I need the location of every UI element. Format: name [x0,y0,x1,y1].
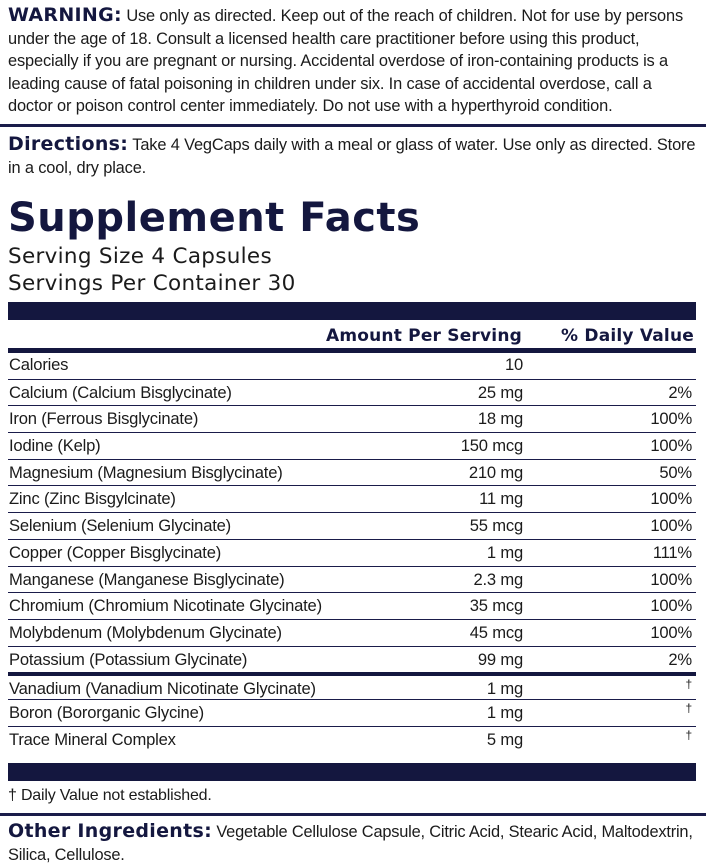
nutrient-daily-value: 100% [650,622,692,642]
nutrient-name: Vanadium (Vanadium Nicotinate Glycinate) [9,679,316,699]
facts-footer-bar [8,763,696,781]
other-ingredients-label: Other Ingredients: [8,820,212,842]
warning-section: WARNING: Use only as directed. Keep out … [8,4,700,118]
directions-section: Directions: Take 4 VegCaps daily with a … [8,133,700,179]
nutrient-daily-value: † [685,700,693,715]
divider-rule [0,124,706,127]
nutrient-daily-value: 2% [668,382,692,402]
directions-text: Take 4 VegCaps daily with a meal or glas… [8,136,696,177]
divider-rule [0,813,706,816]
warning-text: Use only as directed. Keep out of the re… [8,7,683,116]
nutrient-daily-value: 100% [650,569,692,589]
nutrient-amount: 1 mg [486,679,523,699]
nutrient-name: Copper (Copper Bisglycinate) [9,542,222,562]
nutrient-daily-value: 100% [650,489,692,509]
nutrient-daily-value: 100% [650,596,692,616]
table-row: Calcium (Calcium Bisglycinate) 25 mg 2% [8,378,696,406]
facts-header-bar [8,302,696,320]
nutrient-amount: 45 mcg [469,622,523,642]
nutrient-amount: 35 mcg [469,596,523,616]
serving-size: Serving Size 4 Capsules [8,244,272,269]
nutrient-daily-value: 100% [650,516,692,536]
nutrient-amount: 1 mg [486,542,523,562]
nutrient-amount: 5 mg [486,729,523,749]
facts-rows: Calories 10 Calcium (Calcium Bisglycinate)… [8,352,696,752]
nutrient-amount: 1 mg [486,702,523,722]
nutrient-name: Boron (Bororganic Glycine) [9,702,204,722]
table-row: Magnesium (Magnesium Bisglycinate) 210 mg… [8,458,696,486]
nutrient-amount: 99 mg [477,649,523,669]
table-row: Molybdenum (Molybdenum Glycinate) 45 mcg 1… [8,618,696,646]
nutrient-amount: 150 mcg [460,436,523,456]
nutrient-amount: 11 mg [479,489,523,509]
daily-value-footnote: † Daily Value not established. [8,787,212,804]
table-row: Boron (Bororganic Glycine) 1 mg † [8,698,696,726]
nutrient-amount: 55 mcg [469,516,523,536]
nutrient-daily-value: 100% [650,409,692,429]
table-row: Trace Mineral Complex 5 mg † [8,725,696,753]
nutrient-name: Calcium (Calcium Bisglycinate) [9,382,232,402]
nutrient-name: Iron (Ferrous Bisglycinate) [9,409,199,429]
table-row: Copper (Copper Bisglycinate) 1 mg 111% [8,538,696,566]
daily-value-header: % Daily Value [561,326,694,346]
nutrient-daily-value: 50% [659,462,692,482]
other-ingredients-text: Vegetable Cellulose Capsule, Citric Acid… [8,823,693,864]
nutrient-name: Calories [9,355,69,374]
servings-per-container: Servings Per Container 30 [8,271,296,296]
other-ingredients-section: Other Ingredients: Vegetable Cellulose C… [8,820,702,866]
nutrient-name: Molybdenum (Molybdenum Glycinate) [9,622,282,642]
nutrient-name: Magnesium (Magnesium Bisglycinate) [9,462,283,482]
nutrient-name: Manganese (Manganese Bisglycinate) [9,569,285,589]
table-row: Potassium (Potassium Glycinate) 99 mg 2% [8,645,696,673]
nutrient-name: Iodine (Kelp) [9,436,101,456]
nutrient-name: Chromium (Chromium Nicotinate Glycinate) [9,596,322,616]
table-row: Manganese (Manganese Bisglycinate) 2.3 mg… [8,565,696,593]
table-row: Selenium (Selenium Glycinate) 55 mcg 100% [8,512,696,539]
nutrient-amount: 10 [504,355,523,374]
nutrient-name: Potassium (Potassium Glycinate) [9,649,248,669]
nutrient-daily-value: 111% [652,542,692,562]
nutrient-name: Trace Mineral Complex [9,729,176,749]
directions-label: Directions: [8,133,129,155]
table-row: Iron (Ferrous Bisglycinate) 18 mg 100% [8,405,696,432]
supplement-facts-title: Supplement Facts [8,195,421,241]
amount-per-serving-header: Amount Per Serving [325,326,522,346]
nutrient-daily-value: 2% [668,649,692,669]
table-row: Iodine (Kelp) 150 mcg 100% [8,432,696,459]
table-row: Zinc (Zinc Bisgylcinate) 11 mg 100% [8,485,696,512]
nutrient-name: Zinc (Zinc Bisgylcinate) [9,489,176,509]
nutrient-daily-value: † [685,727,693,742]
table-row: Chromium (Chromium Nicotinate Glycinate)… [8,592,696,619]
nutrient-name: Selenium (Selenium Glycinate) [9,516,231,536]
nutrient-amount: 18 mg [477,409,523,429]
nutrient-daily-value: † [685,677,693,692]
facts-header-rule [8,348,696,353]
nutrient-amount: 210 mg [468,462,523,482]
warning-label: WARNING: [8,4,122,26]
nutrient-amount: 2.3 mg [473,569,523,589]
table-row: Calories 10 [8,352,696,379]
table-row: Vanadium (Vanadium Nicotinate Glycinate)… [8,672,696,699]
nutrient-daily-value: 100% [650,436,692,456]
nutrient-amount: 25 mg [477,382,523,402]
